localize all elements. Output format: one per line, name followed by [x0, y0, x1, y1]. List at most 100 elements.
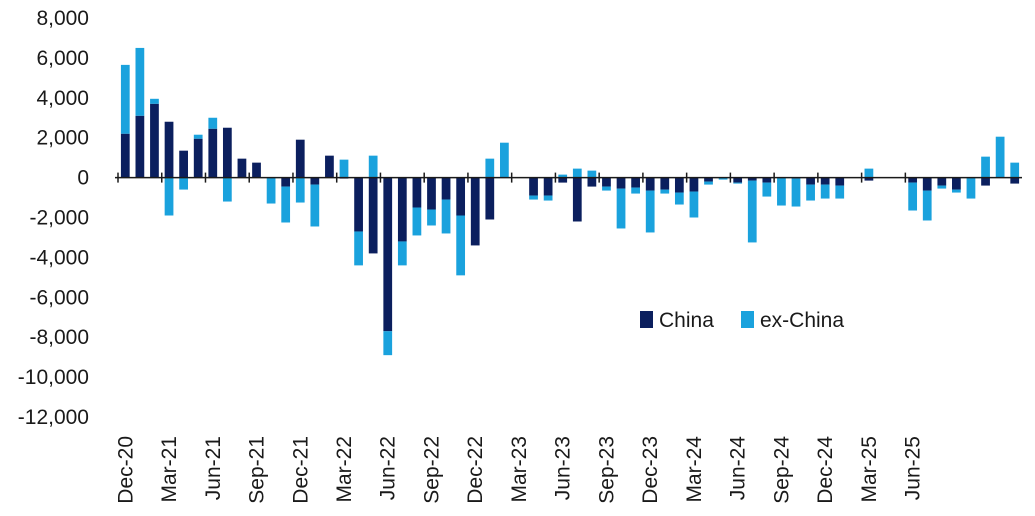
y-tick-label: -2,000 — [29, 207, 89, 230]
bar-china — [704, 177, 713, 182]
legend-label-china: China — [659, 309, 714, 332]
bar-ex-china — [397, 241, 407, 266]
bar-china — [587, 177, 597, 187]
y-tick-label: 4,000 — [36, 87, 89, 110]
bar-ex-china — [456, 215, 466, 276]
bar-china — [325, 155, 334, 178]
bar-china — [193, 138, 203, 178]
zero-axis — [115, 172, 1022, 183]
bar-ex-china — [704, 181, 713, 185]
bar-china — [281, 177, 291, 187]
bar-china — [1010, 177, 1020, 184]
x-tick-label: Dec-20 — [114, 436, 137, 504]
bar-ex-china — [150, 98, 159, 104]
bar-ex-china — [222, 177, 232, 202]
x-tick-label: Mar-21 — [158, 436, 181, 503]
x-tick-label: Dec-22 — [464, 436, 487, 504]
bar-china — [164, 121, 174, 178]
bar-ex-china — [354, 231, 363, 266]
bar-china — [456, 177, 466, 216]
bar-china — [237, 158, 247, 178]
bar-ex-china — [587, 170, 597, 178]
x-tick-label: Jun-24 — [727, 436, 750, 501]
x-tick-label: Jun-21 — [202, 436, 225, 500]
bar-ex-china — [937, 185, 947, 189]
y-tick-label: 6,000 — [36, 47, 89, 70]
bar-china — [543, 177, 553, 196]
bar-china — [412, 177, 422, 208]
bar-ex-china — [427, 209, 436, 226]
bar-china — [470, 177, 480, 246]
bar-china — [295, 139, 305, 178]
bar-ex-china — [777, 177, 786, 206]
bar-china — [485, 177, 495, 220]
bar-ex-china — [412, 207, 422, 236]
bar-ex-china — [602, 186, 611, 191]
x-tick-label: Sep-22 — [420, 436, 443, 504]
bar-china — [310, 177, 320, 185]
legend-swatch-ex-china — [741, 311, 754, 328]
x-axis-tick-labels: Dec-20 Mar-21 Jun-21 Sep-21 Dec-21 Mar-22 Jun-… — [114, 436, 924, 504]
bar-ex-china — [558, 174, 568, 178]
bar-ex-china — [266, 177, 276, 204]
bar-ex-china — [631, 187, 640, 194]
y-tick-label: 0 — [77, 167, 89, 190]
bar-ex-china — [135, 47, 145, 116]
legend-swatch-china — [640, 311, 653, 328]
y-tick-label: -6,000 — [29, 286, 89, 309]
bar-ex-china — [281, 186, 291, 223]
bar-ex-china — [689, 191, 699, 218]
bar-china — [981, 177, 990, 186]
bar-china — [660, 177, 670, 190]
bar-china — [179, 150, 188, 178]
x-tick-label: Jun-22 — [377, 436, 400, 500]
x-tick-label: Mar-24 — [683, 436, 706, 503]
bar-ex-china — [835, 185, 845, 199]
bar-ex-china — [383, 331, 393, 356]
bar-china — [397, 177, 407, 242]
bar-china — [820, 177, 830, 185]
y-tick-label: 8,000 — [36, 7, 89, 30]
bar-china — [864, 177, 874, 181]
bar-ex-china — [718, 177, 728, 180]
x-tick-label: Mar-25 — [858, 436, 881, 503]
bar-china — [383, 177, 393, 332]
bar-ex-china — [616, 188, 626, 229]
x-tick-label: Jun-25 — [902, 436, 925, 500]
legend-label-ex-china: ex-China — [760, 309, 844, 332]
bar-ex-china — [368, 155, 378, 178]
x-tick-label: Sep-24 — [770, 436, 793, 504]
bar-ex-china — [806, 184, 815, 201]
bar-china — [616, 177, 626, 189]
bar-china — [222, 127, 232, 178]
bar-china — [558, 177, 568, 183]
bar-china — [645, 177, 655, 191]
bar-ex-china — [208, 117, 218, 129]
bar-ex-china — [441, 199, 451, 234]
bar-china — [150, 103, 159, 178]
bar-china — [208, 128, 218, 178]
bar-china — [937, 177, 947, 186]
bar-china — [441, 177, 451, 200]
y-axis-tick-labels: 8,000 6,000 4,000 2,000 0 -2,000 -4,000 -6,000 -… — [18, 7, 89, 429]
bar-ex-china — [966, 177, 976, 199]
y-tick-label: -10,000 — [18, 366, 89, 389]
bar-ex-china — [922, 190, 932, 221]
bars — [120, 47, 1020, 356]
bar-ex-china — [339, 159, 349, 178]
bar-china — [689, 177, 699, 192]
bar-china — [733, 177, 743, 183]
legend: China ex-China — [640, 309, 844, 332]
bar-china — [120, 133, 130, 178]
bar-ex-china — [674, 192, 684, 205]
bar-ex-china — [908, 182, 918, 211]
bar-ex-china — [193, 134, 203, 139]
bar-china — [747, 177, 757, 181]
bar-ex-china — [791, 178, 801, 207]
x-tick-label: Sep-23 — [595, 436, 618, 504]
bar-china — [674, 177, 684, 193]
x-tick-label: Sep-21 — [246, 436, 269, 504]
y-tick-label: -12,000 — [18, 406, 89, 429]
bar-ex-china — [762, 182, 772, 197]
